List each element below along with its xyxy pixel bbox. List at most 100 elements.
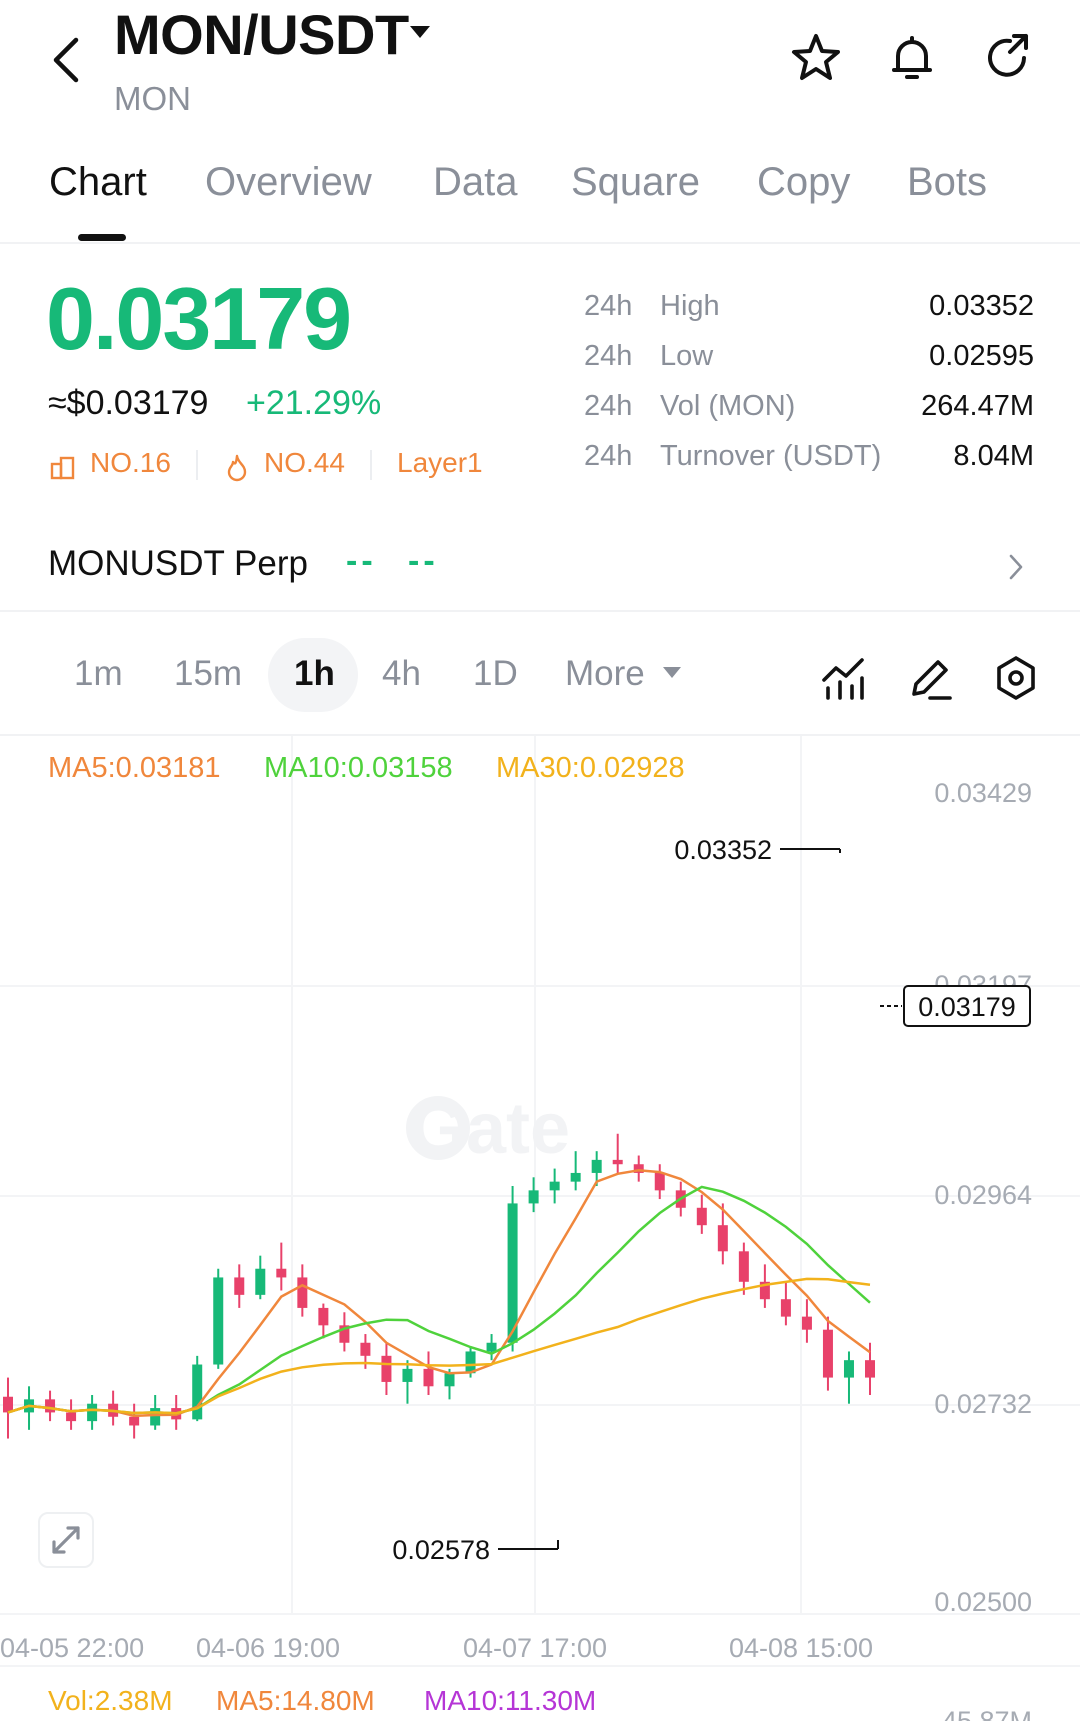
stat-period: 24h	[584, 340, 633, 372]
stat-label: Low	[660, 340, 714, 372]
price-usd: ≈$0.03179	[48, 384, 209, 422]
bell-icon[interactable]	[884, 30, 940, 86]
candle-body	[45, 1399, 56, 1413]
stat-value: 0.02595	[929, 340, 1034, 372]
vol-ma10-legend: MA10:11.30M	[424, 1685, 597, 1716]
candle-body	[528, 1190, 539, 1204]
active-interval-pill	[268, 638, 358, 712]
candle-body	[423, 1368, 434, 1387]
stat-period: 24h	[584, 290, 633, 322]
ma30-legend: MA30:0.02928	[496, 752, 685, 784]
candle-body	[318, 1307, 329, 1326]
candle-body	[549, 1181, 560, 1191]
candle-body	[822, 1329, 833, 1378]
time-axis-tick: 04-06 19:00	[196, 1633, 340, 1663]
candle-body	[150, 1408, 161, 1426]
candle-body	[66, 1412, 77, 1422]
candle-body	[591, 1159, 602, 1173]
interval-4h[interactable]: 4h	[382, 654, 421, 693]
interval-more[interactable]: More	[565, 654, 645, 693]
stat-value: 264.47M	[921, 390, 1034, 422]
candle-body	[129, 1416, 140, 1426]
interval-15m[interactable]: 15m	[174, 654, 243, 693]
tab-bots[interactable]: Bots	[907, 160, 988, 204]
candle-body	[276, 1268, 287, 1278]
expand-chart-button[interactable]	[38, 1512, 94, 1568]
candle-body	[696, 1207, 707, 1226]
candle-body	[444, 1373, 455, 1387]
stat-period: 24h	[584, 390, 633, 422]
caret-down-icon[interactable]	[662, 666, 682, 680]
candle-body	[87, 1403, 98, 1422]
candle-body	[192, 1364, 203, 1420]
tab-overview[interactable]: Overview	[205, 160, 372, 204]
candle-body	[297, 1277, 308, 1308]
stat-label: High	[660, 290, 720, 322]
flame-icon	[227, 454, 247, 482]
stat-label: Turnover (USDT)	[660, 440, 882, 472]
candle-body	[717, 1225, 728, 1252]
tab-square[interactable]: Square	[571, 160, 700, 204]
ma10-legend: MA10:0.03158	[264, 752, 453, 784]
interval-1d[interactable]: 1D	[473, 654, 518, 693]
perp-row[interactable]: MONUSDT Perp -- --	[0, 520, 1080, 612]
interval-1h[interactable]: 1h	[294, 654, 335, 693]
candle-body	[486, 1342, 497, 1352]
candle-body	[843, 1360, 854, 1378]
price-axis-tick: 0.03429	[934, 778, 1032, 808]
candles-layer	[3, 1133, 875, 1439]
candle-body	[402, 1368, 413, 1382]
tag-hot[interactable]: NO.44	[264, 447, 345, 478]
pair-title[interactable]: MON/USDT	[114, 3, 409, 66]
base-asset: MON	[114, 80, 191, 117]
time-axis-tick: 04-08 15:00	[729, 1633, 873, 1663]
tag-rank[interactable]: NO.16	[90, 447, 171, 478]
stat-label: Vol (MON)	[660, 390, 796, 422]
gridlines	[0, 736, 1080, 1667]
time-axis-tick: 04-07 17:00	[463, 1633, 607, 1663]
chevron-right-icon	[1009, 554, 1023, 580]
candle-body	[234, 1277, 245, 1295]
expand-icon	[52, 1526, 80, 1554]
tab-copy[interactable]: Copy	[757, 160, 851, 204]
low-marker: 0.02578	[392, 1535, 490, 1565]
price-axis-tick: 0.02500	[934, 1587, 1032, 1617]
share-icon[interactable]	[980, 30, 1036, 86]
candle-body	[865, 1360, 875, 1378]
candle-body	[654, 1172, 665, 1191]
tab-chart[interactable]: Chart	[49, 160, 147, 204]
header: MON/USDT MON	[0, 0, 1080, 140]
candle-body	[213, 1277, 224, 1365]
indicator-icon[interactable]	[820, 654, 868, 702]
candle-body	[570, 1172, 581, 1182]
last-price: 0.03179	[46, 269, 352, 368]
tag-divider	[370, 450, 372, 480]
vol-ma5-legend: MA5:14.80M	[216, 1685, 375, 1716]
interval-bar: 1m 15m 1h 4h 1D More	[0, 624, 1080, 736]
time-axis-tick: 04-05 22:00	[0, 1633, 144, 1663]
tab-data[interactable]: Data	[433, 160, 518, 204]
interval-1m[interactable]: 1m	[74, 654, 123, 693]
price-axis-tick: 0.02732	[934, 1389, 1032, 1419]
candle-body	[507, 1203, 518, 1343]
perp-change: --	[408, 542, 439, 580]
candle-body	[465, 1351, 476, 1374]
back-chevron-icon[interactable]	[46, 32, 86, 88]
draw-icon[interactable]	[906, 654, 954, 702]
candle-body	[759, 1281, 770, 1300]
star-icon[interactable]	[788, 30, 844, 86]
ma5-legend: MA5:0.03181	[48, 752, 221, 784]
tag-sector[interactable]: Layer1	[397, 447, 483, 478]
perp-label: MONUSDT Perp	[48, 544, 308, 583]
ma-lines-layer	[7, 1169, 871, 1418]
settings-icon[interactable]	[992, 654, 1040, 702]
candle-body	[360, 1342, 371, 1356]
ma10-line	[7, 1185, 871, 1415]
candle-body	[3, 1396, 13, 1413]
perp-price: --	[346, 542, 377, 580]
candle-body	[339, 1325, 350, 1343]
vol-axis-tick: 45.87M	[942, 1706, 1032, 1721]
last-price-tag: 0.03179	[918, 992, 1016, 1022]
caret-down-icon[interactable]	[409, 24, 431, 40]
